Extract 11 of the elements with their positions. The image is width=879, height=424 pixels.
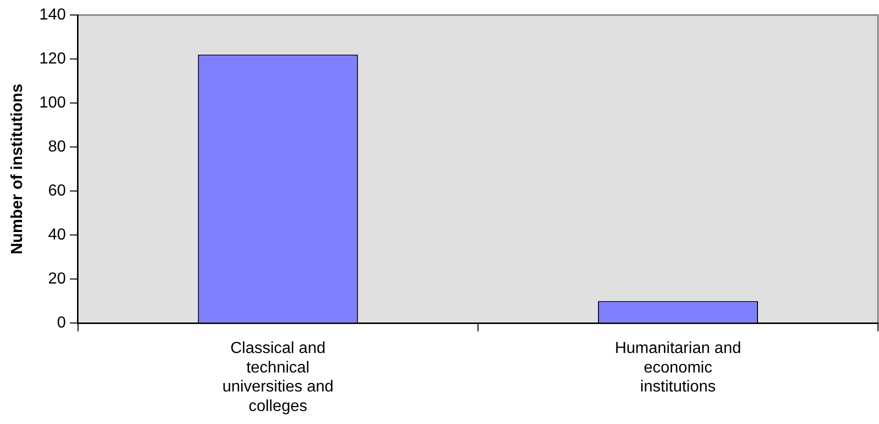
x-tick-label: Classical and technical universities and colleges <box>222 340 334 415</box>
y-tick-label: 0 <box>56 314 66 332</box>
y-tick-label: 140 <box>39 6 66 24</box>
y-tick-label: 120 <box>39 50 66 68</box>
y-tick-label: 80 <box>48 138 66 156</box>
y-axis-title: Number of institutions <box>9 84 26 254</box>
y-tick-label: 60 <box>48 182 66 200</box>
x-tick-label: Humanitarian and economic institutions <box>614 340 742 396</box>
y-tick-label: 40 <box>48 226 66 244</box>
y-tick-label: 100 <box>39 94 66 112</box>
y-tick-label: 20 <box>48 270 66 288</box>
